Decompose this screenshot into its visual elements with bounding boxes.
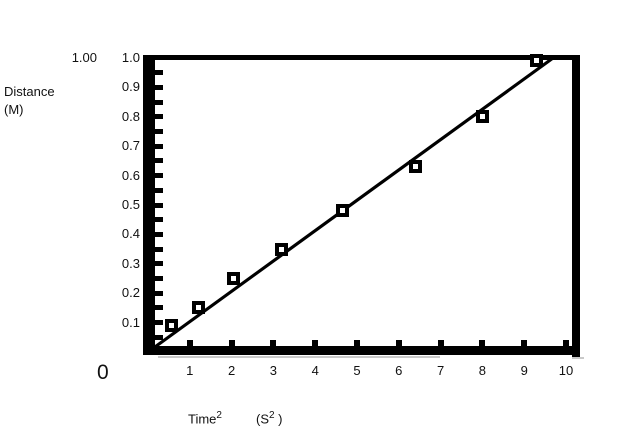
y-tick bbox=[155, 158, 163, 164]
y-tick bbox=[155, 305, 163, 311]
y-tick bbox=[155, 173, 163, 179]
x-tick-label: 10 bbox=[558, 363, 574, 378]
x-axis-title-text: Time bbox=[188, 411, 217, 427]
x-tick bbox=[437, 340, 444, 346]
y-tick-label: 0.1 bbox=[121, 314, 140, 330]
y-tick bbox=[155, 84, 163, 90]
data-point-marker bbox=[409, 160, 423, 174]
y-axis-title-line2: (M) bbox=[4, 102, 24, 117]
y-tick bbox=[155, 217, 163, 223]
y-tick bbox=[155, 320, 163, 326]
x-tick bbox=[521, 340, 528, 346]
y-tick bbox=[155, 276, 163, 281]
y-tick-label: 0.4 bbox=[121, 226, 140, 242]
x-tick bbox=[395, 340, 402, 346]
x-tick-label: 6 bbox=[395, 363, 403, 378]
y-tick bbox=[155, 202, 163, 208]
x-tick-label: 1 bbox=[186, 363, 194, 378]
y-tick bbox=[155, 99, 163, 105]
data-point-marker bbox=[227, 272, 241, 285]
plot-top-border bbox=[143, 55, 580, 60]
y-tick bbox=[155, 129, 163, 134]
data-point-marker bbox=[335, 204, 349, 218]
y-tick-label: 0.5 bbox=[121, 197, 140, 212]
origin-label: 0 bbox=[97, 361, 109, 384]
y-tick bbox=[155, 187, 163, 193]
x-tick-label: 4 bbox=[311, 363, 319, 378]
x-tick bbox=[354, 340, 360, 346]
x-tick bbox=[228, 340, 235, 346]
x-tick-label: 8 bbox=[478, 363, 486, 378]
y-tick-label: 0.7 bbox=[121, 138, 140, 154]
x-axis-unit-close: ) bbox=[274, 411, 283, 427]
y-tick bbox=[155, 114, 163, 120]
x-tick-label: 7 bbox=[436, 363, 445, 378]
x-tick bbox=[312, 340, 319, 346]
x-axis-title-sup: 2 bbox=[216, 410, 222, 421]
data-point-marker bbox=[275, 242, 289, 256]
x-tick-label: 5 bbox=[353, 363, 361, 378]
y-tick bbox=[155, 261, 163, 267]
y-tick-label: 0.9 bbox=[121, 79, 140, 95]
y-tick bbox=[155, 143, 163, 149]
data-point-marker bbox=[165, 319, 179, 333]
x-tick-label: 3 bbox=[269, 363, 277, 378]
y-axis-extra-top-label: 1.00 bbox=[71, 50, 97, 65]
y-tick bbox=[155, 246, 163, 252]
y-axis-bar bbox=[143, 55, 155, 355]
x-axis-unit: (S2 ) bbox=[256, 408, 283, 426]
data-point-marker bbox=[530, 54, 544, 68]
y-tick-label: 0.3 bbox=[121, 255, 140, 271]
y-tick-label: 1.0 bbox=[121, 50, 140, 65]
y-axis-title-line1: Distance bbox=[4, 84, 55, 99]
x-tick bbox=[563, 340, 569, 346]
x-tick bbox=[186, 340, 193, 346]
x-tick bbox=[479, 340, 486, 346]
plot-right-border bbox=[572, 55, 580, 357]
x-axis-shadow-right bbox=[572, 357, 584, 359]
x-tick-label: 2 bbox=[227, 363, 236, 378]
data-point-marker bbox=[475, 110, 489, 124]
y-tick bbox=[155, 70, 163, 76]
best-fit-line bbox=[147, 56, 554, 354]
x-axis-title: Time2 bbox=[188, 408, 222, 426]
y-tick-label: 0.6 bbox=[121, 167, 140, 183]
y-tick bbox=[155, 334, 163, 340]
x-tick-label: 9 bbox=[520, 363, 528, 378]
x-axis-shadow bbox=[158, 356, 440, 358]
x-axis-bar bbox=[143, 346, 580, 355]
y-tick-label: 0.2 bbox=[121, 285, 140, 301]
x-tick bbox=[270, 340, 277, 346]
y-tick-label: 0.8 bbox=[121, 108, 140, 124]
x-axis-unit-open: (S bbox=[256, 411, 269, 427]
data-point-marker bbox=[191, 301, 205, 315]
x-axis-unit-sup: 2 bbox=[269, 410, 275, 421]
y-tick bbox=[155, 231, 163, 237]
y-tick bbox=[155, 290, 163, 296]
